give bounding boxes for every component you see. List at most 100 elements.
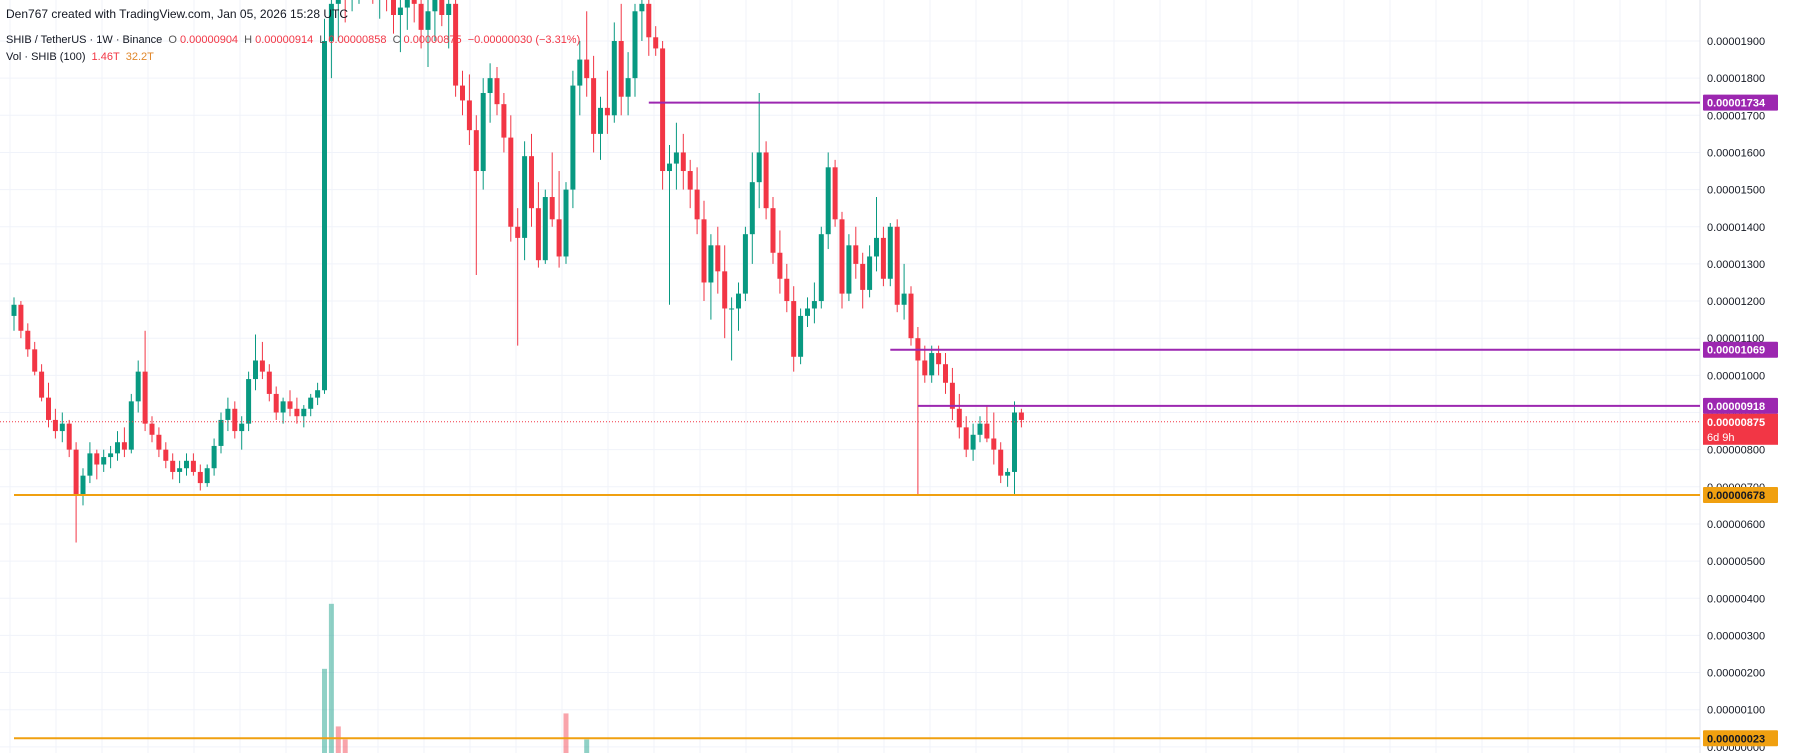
candle-body <box>301 408 307 417</box>
candle-body <box>825 167 831 235</box>
candle-body <box>625 78 631 97</box>
volume-label[interactable]: Vol · SHIB (100) <box>6 51 86 63</box>
high-value: 0.00000914 <box>255 34 314 46</box>
price-tick-label: 0.00001500 <box>1707 185 1765 197</box>
candle-body <box>956 408 962 428</box>
candle-body <box>798 315 804 357</box>
candle-body <box>460 85 465 101</box>
candle-body <box>853 245 859 264</box>
symbol-label[interactable]: SHIB / TetherUS · 1W · Binance <box>6 34 163 46</box>
candle-body <box>722 271 728 309</box>
candle-body <box>784 278 790 302</box>
candle-body <box>556 219 562 257</box>
candle-body <box>163 449 169 461</box>
volume-bar <box>322 668 327 753</box>
candle-body <box>522 156 528 238</box>
low-label: L <box>319 34 326 46</box>
candle-body <box>1005 471 1011 476</box>
candle-body <box>501 104 507 138</box>
candle-body <box>225 408 231 420</box>
level-price-text: 0.00001734 <box>1707 98 1766 110</box>
candle-body <box>701 219 707 283</box>
price-tick-label: 0.00000000 <box>1707 742 1765 753</box>
candle-body <box>487 78 493 94</box>
candle-body <box>742 234 748 294</box>
candle-body <box>73 449 79 495</box>
candle-body <box>425 11 431 30</box>
candle-body <box>439 0 445 15</box>
candle-body <box>611 41 617 116</box>
candle-body <box>11 304 17 316</box>
candle-body <box>322 41 327 391</box>
candle-body <box>729 308 735 310</box>
candle-body <box>811 301 817 309</box>
level-price-tag <box>1703 397 1778 414</box>
change-value: −0.00000030 (−3.31%) <box>467 34 581 46</box>
candle-body <box>418 3 424 30</box>
candle-body <box>977 423 983 435</box>
candle-body <box>315 390 321 398</box>
candle-body <box>991 438 997 450</box>
candle-body <box>446 3 452 15</box>
author-credit: Den767 created with TradingView.com, Jan… <box>6 7 348 21</box>
horizontal-lines[interactable] <box>0 101 1700 740</box>
price-tick-label: 0.00001800 <box>1707 73 1765 85</box>
price-tick-label: 0.00000200 <box>1707 668 1765 680</box>
price-tick-label: 0.00001300 <box>1707 259 1765 271</box>
candle-body <box>335 0 341 4</box>
price-tick-label: 0.00001700 <box>1707 110 1765 122</box>
candle-body <box>715 245 721 272</box>
candle-body <box>549 197 555 220</box>
open-value: 0.00000904 <box>179 34 239 46</box>
candle-body <box>25 330 31 350</box>
candle-body <box>694 189 700 220</box>
candle-body <box>791 301 797 357</box>
candle-body <box>328 3 334 42</box>
candle-body <box>832 167 838 220</box>
candle-body <box>397 7 403 15</box>
candle-body <box>867 256 873 290</box>
candle-body <box>929 353 935 376</box>
candle-body <box>922 360 928 376</box>
level-price-text: 0.00000918 <box>1707 401 1765 413</box>
level-price-tag <box>1703 730 1778 747</box>
candle-body <box>259 360 265 372</box>
candle-body <box>998 449 1004 476</box>
candle-body <box>763 152 769 209</box>
candle-body <box>604 107 610 116</box>
candle-body <box>46 397 51 420</box>
candle-body <box>128 401 134 450</box>
volume-bar <box>328 603 334 753</box>
volume-value-2: 32.2T <box>125 51 154 63</box>
candle-body <box>121 442 127 450</box>
candle-body <box>805 308 810 316</box>
candle-body <box>190 460 196 472</box>
candle-body <box>639 3 645 12</box>
candle-body <box>149 423 155 435</box>
candle-body <box>749 182 755 235</box>
volume-value-1: 1.46T <box>91 51 120 63</box>
candle-body <box>818 234 824 302</box>
price-tick-label: 0.00001000 <box>1707 370 1765 382</box>
candle-body <box>308 397 314 409</box>
candle-body <box>660 48 666 172</box>
candle-body <box>39 371 45 398</box>
candlesticks <box>11 0 1024 543</box>
candle-body <box>59 423 65 432</box>
candle-body <box>80 475 86 495</box>
candle-body <box>901 293 907 305</box>
price-axis[interactable]: 0.00001900 0.00001800 0.00001700 0.00001600… <box>1703 36 1778 753</box>
candle-body <box>577 59 583 86</box>
low-value: 0.00000858 <box>328 34 387 46</box>
candle-body <box>32 349 38 372</box>
candle-body <box>108 453 114 458</box>
volume-bar <box>584 739 590 753</box>
candle-body <box>211 445 217 469</box>
candle-body <box>218 419 224 446</box>
volume-bar <box>563 713 569 753</box>
candle-body <box>494 78 500 105</box>
volume-bars <box>322 603 590 753</box>
candle-body <box>177 468 183 472</box>
candle-body <box>894 226 900 305</box>
